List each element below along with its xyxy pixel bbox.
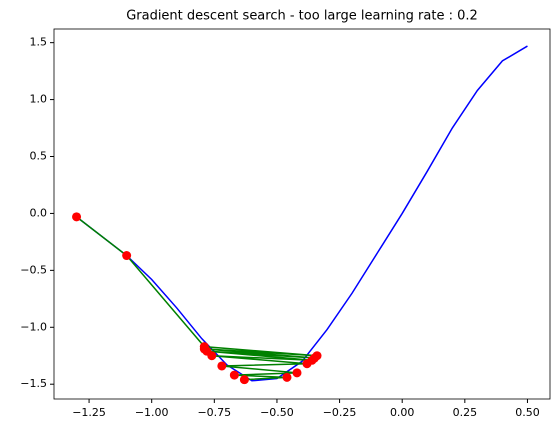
y-tick-label: −1.0	[20, 320, 47, 333]
chart-title: Gradient descent search - too large lear…	[126, 9, 478, 24]
x-tick-label: −1.00	[135, 406, 169, 419]
y-tick-label: 0.5	[30, 150, 48, 163]
y-tick-label: 1.5	[30, 36, 48, 49]
y-tick-label: −1.5	[20, 377, 47, 390]
plot-frame	[53, 28, 551, 400]
x-tick-label: −0.50	[260, 406, 294, 419]
step-point	[292, 368, 302, 378]
x-tick-label: 0.50	[515, 406, 540, 419]
step-point	[217, 361, 227, 371]
step-point	[122, 251, 132, 261]
step-point	[302, 359, 312, 369]
x-tick-label: −1.25	[72, 406, 106, 419]
x-tick-label: −0.25	[323, 406, 357, 419]
step-point	[239, 375, 249, 385]
step-point	[229, 370, 239, 380]
y-tick-label: −0.5	[20, 263, 47, 276]
curve-line	[76, 45, 528, 382]
y-tick-label: 0.0	[30, 206, 48, 219]
x-tick-label: 0.25	[453, 406, 478, 419]
y-tick-label: 1.0	[30, 93, 48, 106]
step-point	[72, 212, 82, 222]
x-tick-label: −0.75	[197, 406, 231, 419]
step-path	[76, 216, 318, 381]
step-point	[207, 351, 217, 361]
step-point	[282, 372, 292, 382]
x-tick-label: 0.00	[390, 406, 415, 419]
